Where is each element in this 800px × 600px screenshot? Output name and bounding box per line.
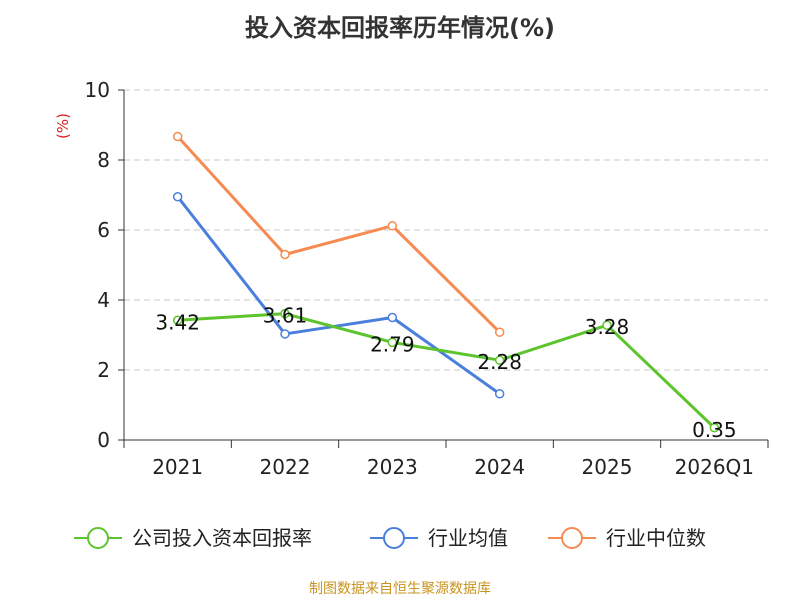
data-point [387, 221, 398, 231]
x-tick-label: 2024 [474, 455, 525, 479]
y-tick-label: 0 [97, 428, 110, 452]
y-tick-label: 2 [97, 358, 110, 382]
legend-label: 公司投入资本回报率 [132, 526, 312, 550]
x-tick-label: 2025 [582, 455, 633, 479]
legend-label: 行业均值 [428, 526, 508, 550]
legend-marker [87, 527, 109, 549]
data-point [494, 327, 505, 337]
y-tick-label: 4 [97, 288, 110, 312]
data-point [172, 131, 183, 142]
y-tick-label: 8 [97, 148, 110, 172]
legend-marker [383, 527, 405, 549]
x-tick-label: 2023 [367, 455, 418, 479]
legend-marker [561, 527, 583, 549]
data-label: 3.61 [263, 304, 308, 328]
data-point [709, 423, 720, 433]
chart-title: 投入资本回报率历年情况(%) [245, 14, 555, 42]
data-point [280, 308, 290, 319]
x-tick-label: 2022 [260, 455, 311, 479]
source-note: 制图数据来自恒生聚源数据库 [309, 581, 491, 597]
series-line [176, 195, 501, 396]
series-line [177, 312, 716, 429]
data-label: 2.28 [477, 350, 522, 374]
data-label: 2.79 [370, 332, 415, 356]
data-point [280, 249, 290, 260]
data-point [280, 329, 290, 339]
legend-label: 行业中位数 [606, 526, 706, 550]
data-label: 3.42 [155, 310, 200, 334]
data-label: 0.35 [692, 418, 737, 442]
data-point [387, 312, 398, 323]
x-tick-label: 2021 [152, 455, 203, 479]
data-point [602, 320, 612, 330]
data-point [387, 337, 398, 348]
x-tick-label: 2026Q1 [675, 455, 754, 479]
y-tick-label: 10 [85, 78, 110, 102]
data-point [172, 192, 183, 202]
data-point [494, 355, 505, 365]
data-point [494, 389, 505, 399]
data-label: 3.28 [585, 315, 630, 339]
y-axis-label: (%) [54, 113, 72, 139]
series-line [176, 135, 501, 334]
y-tick-label: 6 [97, 218, 110, 242]
data-point [172, 315, 183, 326]
